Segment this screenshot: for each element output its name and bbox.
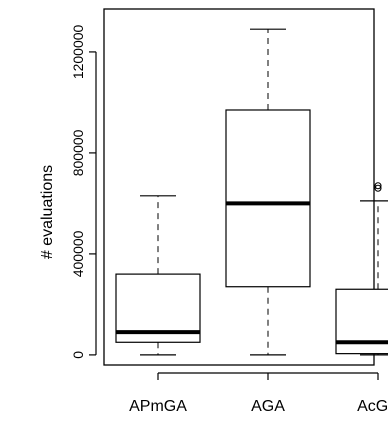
box-aga (225, 28, 311, 356)
outlier-point (374, 184, 382, 192)
box-apmga (115, 195, 201, 356)
y-tick-label: 1200000 (70, 24, 86, 79)
x-ticks: APmGA AGA AcGA (129, 373, 388, 415)
x-tick-label: AcGA (357, 398, 388, 415)
box-body (225, 109, 311, 288)
boxes (115, 28, 388, 356)
outlier-point (374, 182, 382, 190)
x-tick-label: AGA (251, 398, 285, 415)
y-tick-label: 400000 (70, 230, 86, 277)
x-tick-label: APmGA (129, 398, 187, 415)
box-acga (335, 182, 388, 356)
y-ticks: 0 400000 800000 1200000 (70, 24, 96, 359)
y-axis-label: # evaluations (39, 165, 56, 259)
y-tick-label: 800000 (70, 129, 86, 176)
y-tick-label: 0 (70, 351, 86, 359)
plot-area: 0 400000 800000 1200000 APmGA AGA AcGA (70, 8, 388, 415)
plot-frame (103, 8, 375, 366)
